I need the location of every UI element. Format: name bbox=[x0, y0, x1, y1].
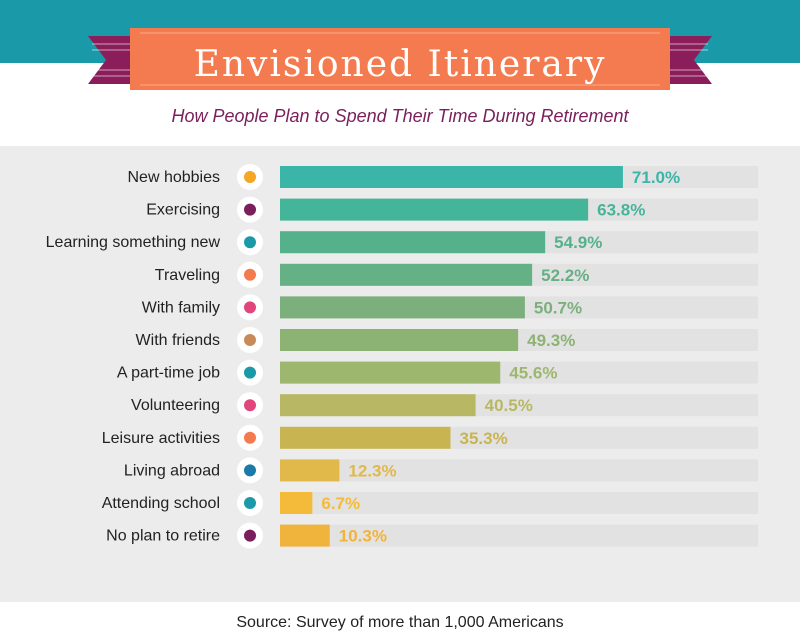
chart-panel: New hobbies 71.0% Exercising 63.8% Learning … bbox=[0, 146, 800, 602]
bar bbox=[280, 459, 340, 482]
category-label: With family bbox=[142, 299, 220, 316]
bar bbox=[280, 361, 501, 384]
bar bbox=[280, 394, 476, 417]
bar bbox=[280, 524, 330, 547]
category-label: Attending school bbox=[102, 495, 220, 512]
category-label: New hobbies bbox=[128, 169, 221, 186]
bar bbox=[280, 263, 533, 286]
school-bus-icon bbox=[244, 497, 256, 509]
value-label: 49.3% bbox=[527, 331, 575, 350]
banner-ribbon bbox=[88, 28, 712, 90]
value-label: 35.3% bbox=[459, 429, 507, 448]
bar bbox=[280, 426, 451, 449]
value-label: 54.9% bbox=[554, 233, 602, 252]
map-pin-icon bbox=[244, 268, 256, 281]
bar-track bbox=[280, 492, 758, 514]
volunteer-heart-hand-icon bbox=[244, 399, 256, 412]
category-label: Traveling bbox=[155, 267, 220, 284]
friends-fist-icon bbox=[244, 334, 256, 346]
category-label: Volunteering bbox=[131, 397, 220, 414]
family-hands-icon bbox=[244, 301, 256, 314]
bar bbox=[280, 329, 519, 351]
value-label: 6.7% bbox=[321, 494, 360, 513]
bar bbox=[280, 198, 589, 221]
value-label: 71.0% bbox=[632, 168, 680, 187]
banner-body bbox=[130, 28, 670, 90]
clock-person-icon bbox=[244, 366, 256, 379]
bar bbox=[280, 296, 525, 319]
value-label: 45.6% bbox=[509, 364, 557, 383]
bar bbox=[280, 231, 546, 254]
page-title: Envisioned Itinerary bbox=[193, 44, 607, 85]
value-label: 50.7% bbox=[534, 298, 582, 317]
category-label: No plan to retire bbox=[106, 528, 220, 545]
chart-subtitle: How People Plan to Spend Their Time Duri… bbox=[171, 106, 629, 126]
title-banner: Envisioned Itinerary bbox=[0, 26, 800, 108]
category-label: With friends bbox=[136, 332, 220, 349]
bar-chart: New hobbies 71.0% Exercising 63.8% Learning … bbox=[46, 164, 758, 549]
category-label: Leisure activities bbox=[102, 430, 220, 447]
value-label: 40.5% bbox=[485, 396, 533, 415]
category-label: A part-time job bbox=[117, 365, 220, 382]
banner-tail-right bbox=[662, 36, 712, 84]
theater-masks-icon bbox=[244, 431, 256, 444]
category-label: Exercising bbox=[146, 202, 220, 219]
source-note: Source: Survey of more than 1,000 Americ… bbox=[236, 614, 564, 631]
person-suit-icon bbox=[244, 529, 256, 542]
notebook-icon bbox=[244, 236, 256, 249]
bar-track bbox=[280, 459, 758, 482]
category-label: Learning something new bbox=[46, 234, 221, 251]
value-label: 52.2% bbox=[541, 266, 589, 285]
bar-track bbox=[280, 524, 758, 547]
bar bbox=[280, 492, 313, 514]
value-label: 10.3% bbox=[339, 527, 387, 546]
globe-pin-icon bbox=[244, 464, 256, 477]
category-label: Living abroad bbox=[124, 462, 220, 479]
bar bbox=[280, 166, 623, 188]
banner-tail-left bbox=[88, 36, 138, 84]
star-icon bbox=[244, 171, 256, 183]
value-label: 63.8% bbox=[597, 201, 645, 220]
exercise-icon bbox=[244, 203, 256, 216]
value-label: 12.3% bbox=[348, 461, 396, 480]
